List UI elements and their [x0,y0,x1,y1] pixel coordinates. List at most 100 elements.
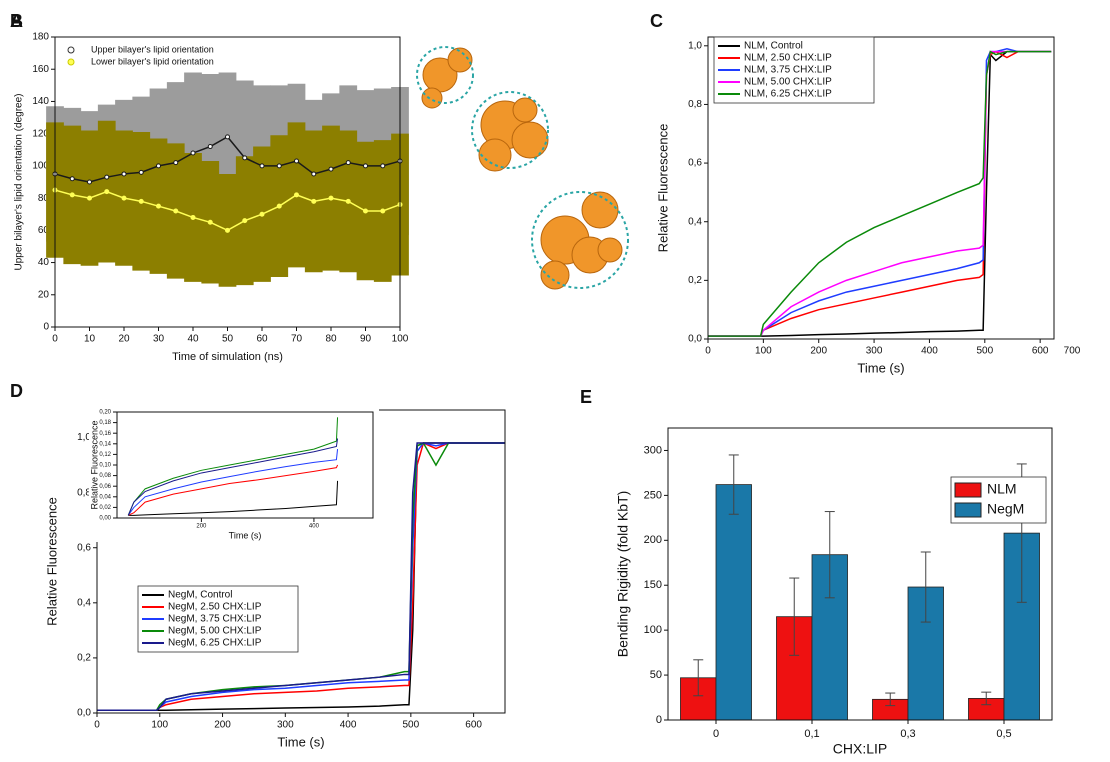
legend-box [713,36,875,104]
axes-frame [54,36,401,328]
series-line [127,449,339,516]
y-tick-label: 0,20 [99,410,111,416]
y-axis-label: Upper bilayer's lipid orientation (degre… [14,93,25,270]
panel-letter: A [10,11,23,31]
y-tick-label: 0,0 [77,708,91,719]
y-tick-label: 0,04 [99,494,111,500]
x-axis-label: Time (s) [229,530,262,540]
panel: C 0,0 0,2 0,4 0,6 0,8 1,0 Relative Fluorescence… [650,11,1081,376]
y-tick-label: 20 [38,289,50,300]
panel: E 0 50 100 150 200 250 300 Bending Rigidity (fol… [580,387,1053,757]
y-tick-label: 100 [32,161,49,172]
data-point [242,218,248,224]
y-tick-label: 0,18 [99,420,111,426]
y-tick-label: 0,16 [99,431,111,437]
x-tick-label: 90 [360,334,372,345]
y-tick-label: 40 [38,257,50,268]
data-point [345,160,351,166]
legend-label: NegM, 5.00 CHX:LIP [168,626,262,637]
x-tick-label: 0,5 [996,728,1011,740]
y-tick-label: 0,4 [77,597,91,608]
data-point [363,163,368,169]
data-point [156,203,161,209]
y-tick-label: 50 [650,669,662,681]
y-tick-label: 0,10 [99,463,111,469]
y-tick-label: 0,12 [99,452,111,458]
y-tick-label: 160 [32,64,49,75]
y-tick-label: 80 [38,193,50,204]
data-point [294,192,299,198]
data-point [190,214,196,220]
data-point [173,160,179,166]
legend-label: NegM, 6.25 CHX:LIP [168,638,262,649]
x-tick-label: 400 [921,346,938,357]
data-point [87,179,92,185]
series-line [127,438,339,516]
legend-label: NLM, 6.25 CHX:LIP [744,89,832,100]
legend-label: NLM [987,481,1017,497]
legend-label: NLM, 2.50 CHX:LIP [744,53,832,64]
y-tick-label: 200 [644,534,662,546]
y-axis-label: Relative Fluorescence [44,497,59,626]
series-line [128,480,339,516]
data-point [207,219,213,225]
axes-frame [667,427,1053,721]
x-tick-label: 100 [755,346,772,357]
x-tick-label: 40 [187,334,199,345]
legend-label: NLM, 5.00 CHX:LIP [744,77,832,88]
data-point [294,158,299,164]
y-tick-label: 0,02 [99,505,111,511]
x-tick-label: 20 [118,334,130,345]
y-tick-label: 0,8 [688,99,702,110]
x-tick-label: 100 [392,334,409,345]
x-axis-label: Time (s) [857,360,904,375]
y-tick-label: 0,6 [77,542,91,553]
x-tick-label: 500 [976,346,993,357]
y-tick-label: 0 [43,322,49,333]
x-tick-label: 500 [403,720,420,731]
x-tick-label: 400 [340,720,357,731]
y-tick-label: 0,08 [99,473,111,479]
y-tick-label: 0,00 [99,516,111,522]
legend-box [137,585,299,653]
series-line [97,442,505,711]
data-point [380,163,386,169]
x-tick-label: 0 [52,334,58,345]
x-tick-label: 30 [153,334,165,345]
x-tick-label: 300 [866,346,883,357]
x-tick-label: 50 [222,334,234,345]
y-tick-label: 1,0 [688,40,702,51]
x-tick-label: 0 [94,720,100,731]
x-tick-label: 0 [713,728,719,740]
x-tick-label: 70 [291,334,303,345]
data-point [276,163,282,169]
x-tick-label: 400 [309,524,320,530]
x-tick-label: 600 [1032,346,1049,357]
data-point [190,150,196,156]
y-tick-label: 0,0 [688,334,702,345]
x-tick-label: 10 [84,334,96,345]
y-axis-label: Relative Fluorescence [89,420,99,509]
y-axis-label: Bending Rigidity (fold KbT) [615,491,631,658]
data-point [311,198,317,204]
y-tick-label: 60 [38,225,50,236]
y-tick-label: 150 [644,579,662,591]
legend-swatch [954,502,982,518]
legend-label: NLM, 3.75 CHX:LIP [744,65,832,76]
legend-swatch [954,482,982,498]
legend-label: NegM, 3.75 CHX:LIP [168,614,262,625]
x-tick-label: 200 [810,346,827,357]
data-point [225,227,230,233]
y-tick-label: 0 [656,714,662,726]
legend-label: NegM, Control [168,590,232,601]
x-axis-label: Time (s) [277,734,324,749]
x-tick-label: 0,1 [804,728,819,740]
panel-letter: B [10,11,23,31]
data-point [242,155,248,161]
y-tick-label: 0,6 [688,158,702,169]
data-point [380,208,386,214]
data-point [138,169,144,175]
